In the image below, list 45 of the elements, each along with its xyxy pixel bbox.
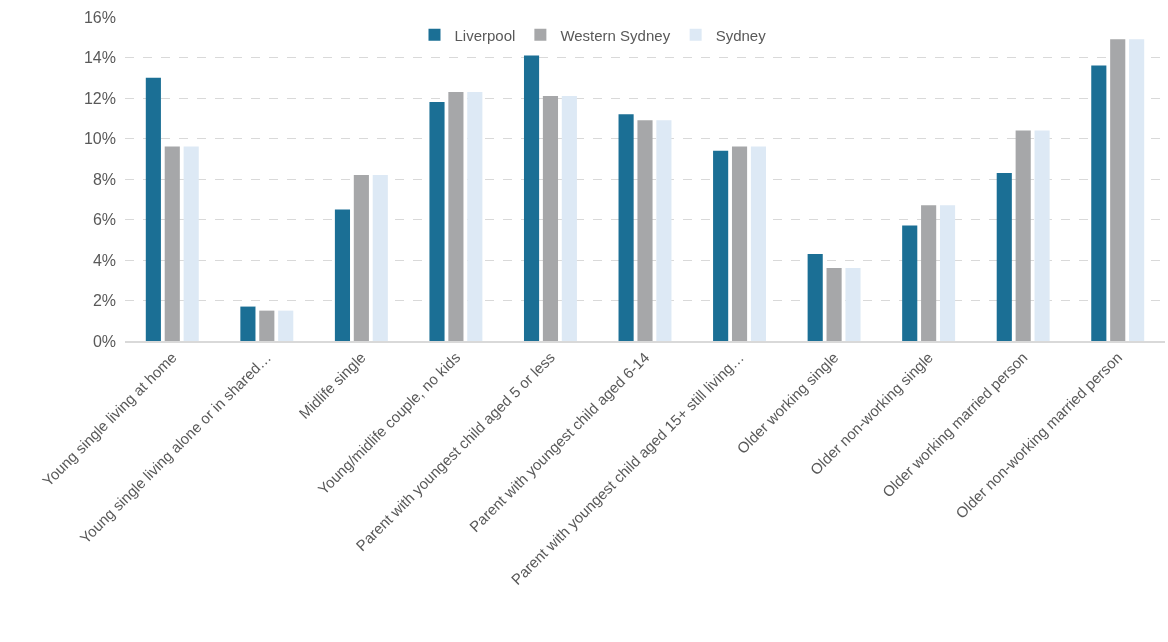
bar xyxy=(618,114,634,341)
y-tick-label: 14% xyxy=(83,49,116,67)
bar xyxy=(1129,39,1145,341)
bar xyxy=(939,205,956,341)
y-tick-label: 16% xyxy=(83,8,116,26)
bar xyxy=(259,310,275,341)
y-tick-label: 2% xyxy=(92,292,116,310)
bar xyxy=(542,95,559,341)
y-tick-label: 12% xyxy=(83,89,116,107)
bar xyxy=(334,209,351,341)
bar xyxy=(372,174,388,341)
y-tick-label: 10% xyxy=(83,130,116,148)
bar xyxy=(448,91,464,341)
bar xyxy=(731,146,748,341)
y-tick-label: 6% xyxy=(92,211,116,229)
legend-label: Western Sydney xyxy=(560,26,671,44)
bar xyxy=(523,55,540,341)
bar xyxy=(921,205,937,341)
bar xyxy=(240,306,256,341)
bar xyxy=(353,174,369,341)
bar xyxy=(467,91,483,341)
bar xyxy=(429,102,445,341)
bar xyxy=(278,310,294,341)
bar xyxy=(656,120,672,341)
bar xyxy=(637,120,653,341)
y-tick-label: 0% xyxy=(92,332,116,350)
bar xyxy=(561,95,577,341)
legend-label: Sydney xyxy=(715,26,767,44)
bar xyxy=(164,146,180,341)
y-tick-label: 4% xyxy=(92,251,116,269)
legend-label: Liverpool xyxy=(454,26,516,44)
bar xyxy=(1110,39,1126,341)
bar xyxy=(902,225,918,341)
bar xyxy=(1015,130,1031,341)
bar xyxy=(996,172,1012,341)
bar xyxy=(1034,130,1050,341)
bar xyxy=(183,146,199,341)
bar xyxy=(807,253,823,341)
bar xyxy=(1091,65,1107,341)
bar xyxy=(826,268,842,341)
bar xyxy=(145,77,161,341)
bar xyxy=(845,268,861,341)
y-tick-label: 8% xyxy=(92,170,116,188)
bar xyxy=(713,150,729,341)
bar xyxy=(750,146,767,341)
